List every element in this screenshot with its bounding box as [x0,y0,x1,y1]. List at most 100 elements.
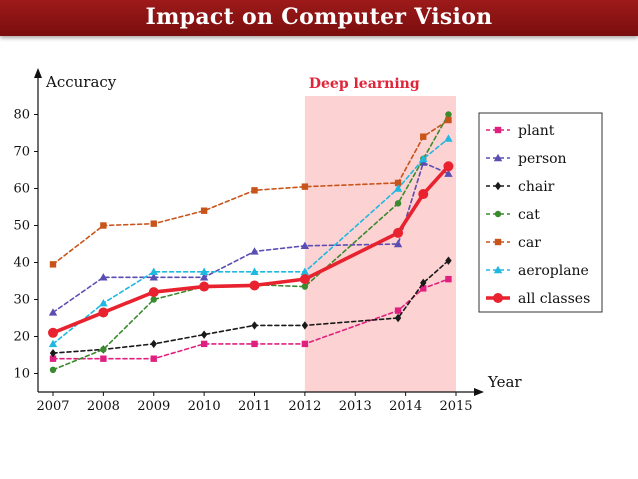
legend-item-car: car [486,235,541,251]
data-point-chair [301,321,309,330]
x-tick-label: 2014 [389,399,422,414]
data-point-car [150,220,157,227]
data-point-chair [150,339,157,349]
legend-swatch-marker [494,126,502,134]
x-tick-label: 2007 [36,399,69,414]
y-tick-label: 50 [13,219,30,234]
x-tick-label: 2009 [137,399,170,414]
series-all-classes [48,161,454,338]
legend-item-aeroplane: aeroplane [486,263,589,279]
axes-layer: Accuracy Year 10 20 30 40 50 60 70 80 2007 2008 20… [13,68,522,414]
data-point-car [445,116,452,124]
data-point-aeroplane [199,267,209,275]
series-person [48,158,453,316]
y-tick-label: 10 [13,367,30,382]
y-tick-label: 30 [13,293,30,308]
data-point-chair [200,330,208,339]
data-point-plant [100,355,107,362]
data-point-car [100,222,107,229]
legend-swatch-marker [494,238,502,246]
legend-item-chair: chair [486,179,555,195]
data-point-person [149,273,158,281]
y-tick-label: 70 [13,145,30,160]
data-point-chair [49,348,57,358]
legend-label: all classes [518,291,590,307]
data-point-plant [445,275,452,283]
legend-item-cat: cat [486,207,540,223]
deep-learning-label: Deep learning [309,76,420,92]
data-point-aeroplane [250,267,259,275]
series-layer [48,111,454,373]
y-tick-label: 80 [13,108,30,123]
data-point-aeroplane [393,184,403,192]
data-point-car [200,207,208,214]
legend-swatch-marker [494,181,502,191]
data-point-aeroplane [48,339,58,348]
y-tick-label: 60 [13,182,30,197]
legend-label: aeroplane [518,263,589,279]
series-car [49,116,452,268]
data-point-aeroplane [419,154,428,163]
data-point-all-classes [148,287,159,298]
data-point-person [300,241,310,250]
data-point-person [250,247,259,255]
legend-label: cat [518,207,540,223]
series-chair [49,256,452,358]
data-point-cat [150,296,157,303]
legend-swatch-marker [493,293,503,303]
data-point-car [49,261,57,268]
y-axis-label: Accuracy [45,73,117,91]
legend-swatch-marker [494,210,502,218]
legend-item-all-classes: all classes [486,291,590,307]
data-point-car [420,133,427,140]
data-point-plant [49,355,57,362]
x-axis-arrow [474,388,484,396]
x-tick-label: 2013 [339,399,372,414]
data-point-aeroplane [300,267,310,275]
data-point-all-classes [48,327,58,338]
data-point-aeroplane [99,299,108,307]
data-point-car [394,179,402,187]
data-point-person [99,273,108,281]
data-point-chair [251,321,258,330]
legend-item-plant: plant [486,123,555,139]
data-point-all-classes [199,281,210,292]
data-point-cat [100,346,107,353]
data-point-person [48,308,58,316]
deep-learning-band-layer: Deep learning [304,76,456,392]
data-point-all-classes [299,274,310,285]
data-point-plant [301,340,309,348]
data-point-cat [394,200,402,207]
y-tick-label: 40 [13,256,30,271]
legend-label: plant [518,123,555,139]
data-point-plant [394,307,402,314]
data-point-person [444,169,453,177]
data-point-all-classes [98,307,109,318]
series-aeroplane [48,134,453,348]
legend-label: person [518,151,567,167]
data-point-person [199,273,209,281]
data-point-aeroplane [149,267,158,275]
data-point-all-classes [393,227,404,238]
data-point-chair [394,313,402,323]
data-point-all-classes [443,161,454,172]
data-point-car [251,187,258,194]
legend: plant person chair cat car aeroplane all class… [478,112,603,313]
y-axis-arrow [34,68,42,78]
legend-swatch-marker [493,153,503,162]
data-point-chair [420,278,427,288]
title-bar: Impact on Computer Vision [0,0,638,36]
data-point-plant [200,340,208,348]
data-point-cat [49,366,57,373]
legend-label: chair [518,179,555,195]
data-point-chair [445,256,452,265]
y-tick-label: 20 [13,330,30,345]
data-point-cat [301,283,309,290]
data-point-all-classes [249,280,260,291]
data-point-person [393,239,403,248]
legend-swatch-marker [493,265,503,274]
data-point-car [301,183,309,190]
x-tick-label: 2011 [238,399,271,414]
data-point-all-classes [418,189,429,200]
